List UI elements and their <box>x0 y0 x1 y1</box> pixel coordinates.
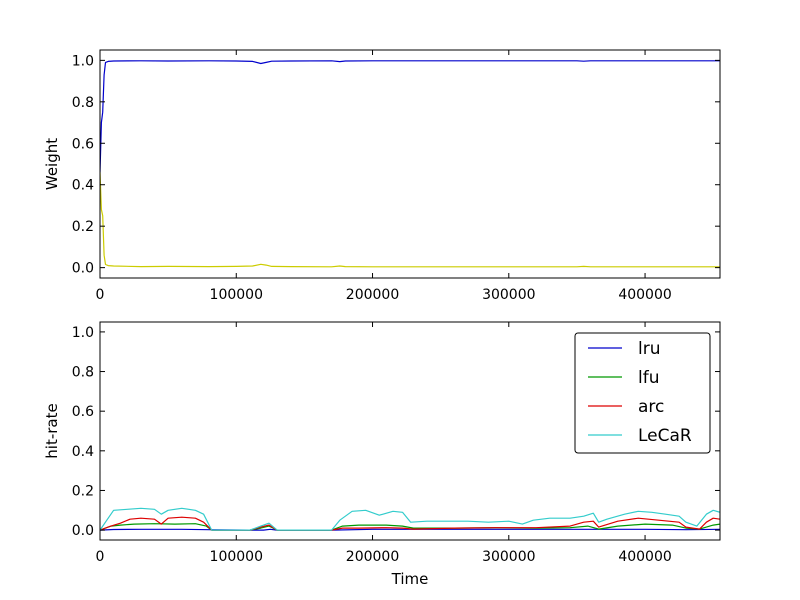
hit-rate-y-tick-label: 1.0 <box>72 325 94 341</box>
weight-y-tick-label: 0.8 <box>72 95 94 111</box>
weight-series-layer <box>100 60 720 268</box>
legend-label: LeCaR <box>638 426 692 446</box>
weight-y-tick-label: 0.2 <box>72 219 94 235</box>
weight-y-tick-label: 1.0 <box>72 53 94 69</box>
hit-rate-ticks: 0 100000 200000 300000 400000 0.0 0.2 0.4 0.6 0.8… <box>72 322 720 565</box>
hit-rate-x-axis-label: Time <box>391 570 429 588</box>
weight-x-tick-label: 100000 <box>210 287 263 303</box>
weight-y-tick-label: 0.4 <box>72 178 94 194</box>
hit-rate-axes-frame <box>99 321 721 541</box>
hit-rate-x-tick-label: 200000 <box>346 549 399 565</box>
weight-axes-frame <box>99 49 721 279</box>
hit-rate-x-tick-label: 0 <box>96 549 105 565</box>
legend-label: lru <box>638 339 661 359</box>
hit-rate-legend: lru lfu arc LeCaR <box>574 332 711 454</box>
hit-rate-series-line-lecar <box>100 507 720 531</box>
hit-rate-x-tick-label: 100000 <box>210 549 263 565</box>
hit-rate-x-tick-label: 300000 <box>482 549 535 565</box>
hit-rate-y-tick-label: 0.0 <box>72 523 94 539</box>
legend-label: lfu <box>638 368 659 388</box>
legend-label: arc <box>638 397 664 417</box>
hit-rate-series-layer <box>100 507 720 531</box>
hit-rate-y-tick-label: 0.2 <box>72 483 94 499</box>
weight-x-tick-label: 400000 <box>618 287 671 303</box>
weight-series-line-series-1 <box>100 172 720 268</box>
hit-rate-y-axis-label: hit-rate <box>43 403 61 458</box>
weight-y-axis-label: Weight <box>43 138 61 190</box>
weight-series-line-series-0 <box>100 60 720 173</box>
hit-rate-panel: 0 100000 200000 300000 400000 0.0 0.2 0.4 0.6 0.8… <box>43 321 721 588</box>
hit-rate-series-line-lfu <box>100 523 720 531</box>
hit-rate-x-tick-label: 400000 <box>618 549 671 565</box>
legend-box <box>574 332 711 454</box>
weight-x-tick-label: 0 <box>96 287 105 303</box>
weight-ticks: 0 100000 200000 300000 400000 0.0 0.2 0.4 0.6 0.8… <box>72 50 720 303</box>
hit-rate-y-tick-label: 0.4 <box>72 444 94 460</box>
weight-x-tick-label: 200000 <box>346 287 399 303</box>
weight-panel: 0 100000 200000 300000 400000 0.0 0.2 0.4 0.6 0.8… <box>43 49 721 303</box>
hit-rate-series-line-arc <box>100 516 720 531</box>
weight-x-tick-label: 300000 <box>482 287 535 303</box>
weight-y-tick-label: 0.0 <box>72 261 94 277</box>
legend-entries: lru lfu arc LeCaR <box>588 339 692 446</box>
hit-rate-y-tick-label: 0.8 <box>72 365 94 381</box>
hit-rate-y-tick-label: 0.6 <box>72 404 94 420</box>
weight-y-tick-label: 0.6 <box>72 136 94 152</box>
